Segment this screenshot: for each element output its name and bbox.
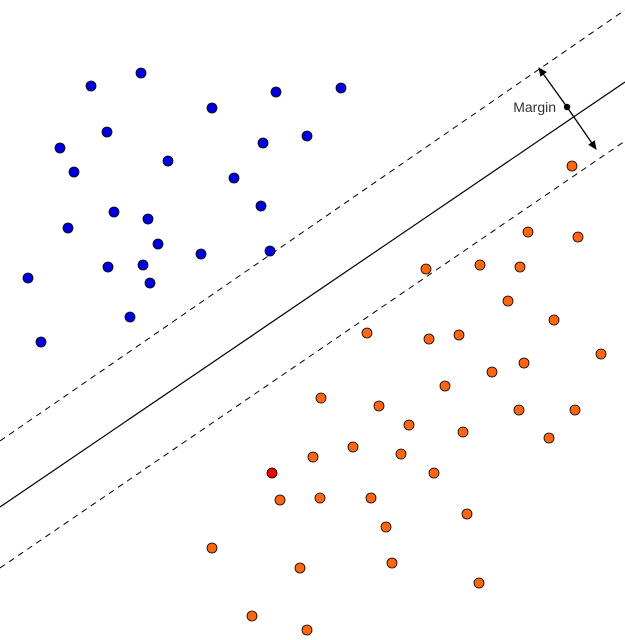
class-b-point <box>522 226 534 238</box>
class-b-point <box>473 577 485 589</box>
data-points <box>22 67 607 636</box>
class-b-point <box>461 508 473 520</box>
class-b-point <box>403 419 415 431</box>
margin-arrow-down <box>566 106 597 150</box>
class-b-point <box>543 432 555 444</box>
class-b-point <box>395 448 407 460</box>
class-b-point <box>301 624 313 636</box>
class-a-point <box>195 248 207 260</box>
class-a-point <box>68 166 80 178</box>
class-a-point <box>54 142 66 154</box>
class-b-point <box>502 295 514 307</box>
class-b-point <box>514 261 526 273</box>
class-b-point <box>246 610 258 622</box>
class-a-point <box>22 272 34 284</box>
class-a-point <box>335 82 347 94</box>
class-a-point <box>301 130 313 142</box>
class-a-point <box>270 86 282 98</box>
class-a-point <box>144 277 156 289</box>
class-b-point <box>373 400 385 412</box>
class-a-point <box>264 245 276 257</box>
class-b-point <box>595 348 607 360</box>
upper-margin-line <box>0 9 625 442</box>
class-a-point <box>255 200 267 212</box>
class-b-point <box>380 521 392 533</box>
class-b-point <box>513 404 525 416</box>
class-b-point <box>386 557 398 569</box>
class-b-point <box>423 333 435 345</box>
class-a-point <box>206 102 218 114</box>
class-a-point <box>102 261 114 273</box>
highlighted-point <box>266 467 278 479</box>
lower-margin-line <box>0 140 625 569</box>
class-b-point <box>439 380 451 392</box>
class-b-point <box>274 494 286 506</box>
class-a-point <box>35 336 47 348</box>
class-a-point <box>228 172 240 184</box>
class-a-point <box>142 213 154 225</box>
class-b-point <box>428 467 440 479</box>
class-b-point <box>420 263 432 275</box>
class-b-point <box>453 329 465 341</box>
class-b-point <box>518 357 530 369</box>
class-a-point <box>124 311 136 323</box>
class-b-point <box>486 366 498 378</box>
margin-arrow-up <box>538 67 568 108</box>
class-b-point <box>569 404 581 416</box>
class-b-point <box>315 392 327 404</box>
class-b-point <box>307 451 319 463</box>
class-a-point <box>62 222 74 234</box>
class-b-point <box>361 327 373 339</box>
class-a-point <box>257 137 269 149</box>
class-b-point <box>572 231 584 243</box>
class-a-point <box>137 259 149 271</box>
margin-anchor-point <box>563 103 571 111</box>
class-a-point <box>108 206 120 218</box>
class-b-point <box>474 259 486 271</box>
class-b-point <box>294 562 306 574</box>
class-b-point <box>365 492 377 504</box>
class-a-point <box>101 126 113 138</box>
margin-label: Margin <box>513 99 556 115</box>
class-b-point <box>347 441 359 453</box>
class-a-point <box>152 238 164 250</box>
class-b-point <box>548 314 560 326</box>
class-b-point <box>314 492 326 504</box>
class-a-point <box>162 155 174 167</box>
class-a-point <box>135 67 147 79</box>
class-b-point <box>566 160 578 172</box>
class-b-point <box>206 542 218 554</box>
decision-boundary-line <box>0 81 625 508</box>
class-a-point <box>85 80 97 92</box>
class-b-point <box>457 426 469 438</box>
